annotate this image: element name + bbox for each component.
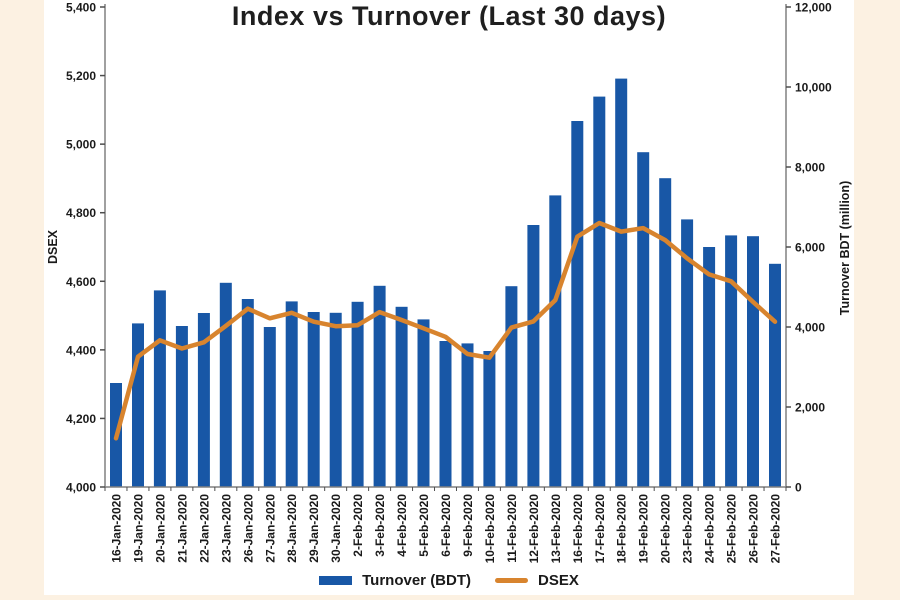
date-tick-label: 16-Jan-2020 xyxy=(110,494,124,563)
date-tick-label: 9-Feb-2020 xyxy=(461,494,475,557)
date-tick-label: 13-Feb-2020 xyxy=(549,494,563,564)
turnover-bar xyxy=(681,219,694,487)
date-tick-label: 17-Feb-2020 xyxy=(593,494,607,564)
turnover-bar xyxy=(307,312,320,487)
legend-turnover-swatch xyxy=(319,576,353,585)
legend-turnover-label: Turnover (BDT) xyxy=(362,572,472,589)
date-tick-label: 26-Feb-2020 xyxy=(747,494,761,564)
date-tick-label: 23-Jan-2020 xyxy=(219,494,233,563)
date-tick-label: 19-Feb-2020 xyxy=(637,494,651,564)
date-tick-label: 21-Jan-2020 xyxy=(175,494,189,563)
date-tick-label: 6-Feb-2020 xyxy=(439,494,453,557)
turnover-bar xyxy=(659,178,672,487)
right-axis-tick-label: 0 xyxy=(795,481,802,495)
turnover-bar xyxy=(637,152,650,487)
turnover-bar xyxy=(769,263,781,487)
date-tick-label: 18-Feb-2020 xyxy=(615,494,629,564)
turnover-bar xyxy=(725,235,738,487)
date-tick-label: 28-Jan-2020 xyxy=(285,494,299,563)
legend-dsex-label: DSEX xyxy=(538,572,579,589)
turnover-bar xyxy=(439,341,452,487)
date-tick-label: 30-Jan-2020 xyxy=(329,494,343,563)
date-tick-label: 3-Feb-2020 xyxy=(373,494,387,557)
date-tick-label: 27-Jan-2020 xyxy=(263,494,277,563)
date-tick-label: 10-Feb-2020 xyxy=(483,494,497,564)
turnover-bar xyxy=(285,301,298,487)
left-axis-tick-label: 4,400 xyxy=(66,343,96,357)
left-axis-tick-label: 4,200 xyxy=(66,412,96,426)
turnover-bar xyxy=(571,121,584,487)
turnover-bar xyxy=(175,326,188,487)
turnover-bar xyxy=(263,327,276,487)
dsex-line xyxy=(113,220,778,441)
turnover-bar xyxy=(329,312,342,487)
chart-title: Index vs Turnover (Last 30 days) xyxy=(231,1,667,31)
date-tick-label: 22-Jan-2020 xyxy=(197,494,211,563)
date-tick-label: 29-Jan-2020 xyxy=(307,494,321,563)
left-axis-tick-label: 4,800 xyxy=(66,206,96,220)
turnover-bar xyxy=(615,78,628,487)
date-tick-label: 4-Feb-2020 xyxy=(395,494,409,557)
turnover-bar xyxy=(417,319,430,487)
date-tick-label: 26-Jan-2020 xyxy=(241,494,255,563)
turnover-bar xyxy=(483,351,496,487)
turnover-bar xyxy=(461,343,474,487)
left-axis-tick-label: 4,000 xyxy=(66,481,96,495)
turnover-bar xyxy=(395,306,408,487)
date-tick-label: 12-Feb-2020 xyxy=(527,494,541,564)
turnover-bar xyxy=(703,247,716,487)
turnover-bar xyxy=(593,96,606,487)
right-axis-tick-label: 4,000 xyxy=(795,321,825,335)
date-tick-label: 19-Jan-2020 xyxy=(132,494,146,563)
date-tick-label: 20-Jan-2020 xyxy=(153,494,167,563)
turnover-bar xyxy=(747,236,759,487)
chart-card xyxy=(44,0,854,595)
turnover-bar xyxy=(549,195,562,487)
left-axis-tick-label: 5,200 xyxy=(66,69,96,83)
right-axis-tick-label: 8,000 xyxy=(795,161,825,175)
right-axis-tick-label: 12,000 xyxy=(795,1,832,15)
turnover-bar xyxy=(373,285,386,487)
date-tick-label: 2-Feb-2020 xyxy=(351,494,365,557)
turnover-bar xyxy=(153,290,166,487)
turnover-bar xyxy=(197,313,210,487)
date-tick-label: 23-Feb-2020 xyxy=(681,494,695,564)
turnover-bar xyxy=(132,323,144,487)
turnover-bar xyxy=(505,286,518,487)
date-tick-label: 11-Feb-2020 xyxy=(505,494,519,563)
right-axis-tick-label: 2,000 xyxy=(795,401,825,415)
turnover-bar xyxy=(241,299,254,487)
date-tick-label: 25-Feb-2020 xyxy=(725,494,739,564)
date-tick-label: 27-Feb-2020 xyxy=(769,494,783,564)
date-tick-label: 16-Feb-2020 xyxy=(571,494,585,564)
turnover-bar xyxy=(219,282,232,487)
right-axis-tick-label: 10,000 xyxy=(795,81,832,95)
date-tick-label: 20-Feb-2020 xyxy=(659,494,673,564)
date-tick-label: 5-Feb-2020 xyxy=(417,494,431,557)
turnover-bar xyxy=(527,225,540,487)
right-axis-tick-label: 6,000 xyxy=(795,241,825,255)
left-axis-tick-label: 4,600 xyxy=(66,275,96,289)
left-axis-tick-label: 5,000 xyxy=(66,138,96,152)
legend: Turnover (BDT) DSEX xyxy=(44,572,854,589)
turnover-bar xyxy=(351,301,364,487)
date-tick-label: 24-Feb-2020 xyxy=(703,494,717,564)
legend-dsex-swatch xyxy=(495,578,529,583)
left-axis-tick-label: 5,400 xyxy=(66,1,96,15)
